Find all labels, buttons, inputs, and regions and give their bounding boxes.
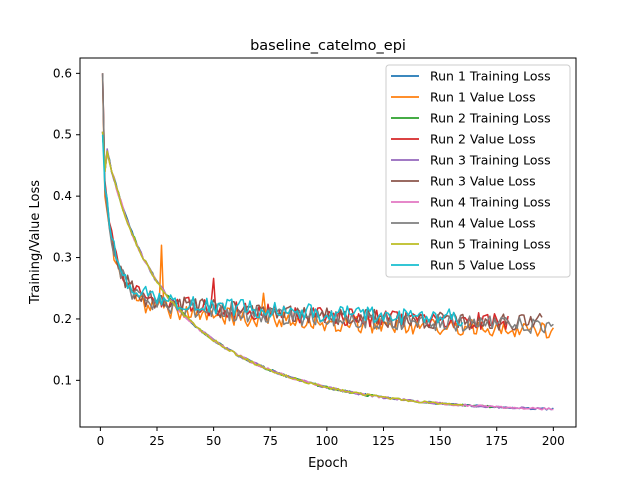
x-tick-label: 25: [149, 434, 164, 448]
x-tick-label: 50: [206, 434, 221, 448]
series-line-10: [101, 134, 464, 327]
plot-frame: [79, 57, 577, 428]
legend-label: Run 5 Value Loss: [430, 258, 536, 273]
x-tick-label: 175: [485, 434, 508, 448]
legend-label: Run 5 Training Loss: [430, 237, 551, 252]
legend-label: Run 4 Value Loss: [430, 216, 536, 231]
chart-title: baseline_catelmo_epi: [250, 38, 406, 54]
legend-label: Run 3 Training Loss: [430, 153, 551, 168]
y-tick-label: 0.3: [53, 251, 72, 265]
y-tick-label: 0.4: [53, 189, 72, 203]
y-axis-label: Training/Value Loss: [28, 180, 43, 305]
y-tick-label: 0.6: [53, 66, 72, 80]
legend-label: Run 2 Value Loss: [430, 132, 536, 147]
x-axis: 0 25 50 75 100 125 150 175 200: [97, 427, 565, 448]
x-tick-label: 100: [315, 434, 338, 448]
series-line-8: [101, 73, 554, 334]
x-tick-label: 200: [542, 434, 565, 448]
y-tick-label: 0.1: [53, 373, 72, 387]
y-axis: 0.1 0.2 0.3 0.4 0.5 0.6: [53, 66, 80, 387]
series-line-2: [101, 79, 555, 339]
legend-label: Run 4 Training Loss: [430, 195, 551, 210]
y-tick-label: 0.2: [53, 312, 72, 326]
series-line-9: [101, 131, 464, 407]
legend-label: Run 2 Training Loss: [430, 111, 551, 126]
x-axis-label: Epoch: [308, 456, 348, 471]
legend-label: Run 1 Training Loss: [430, 69, 551, 84]
legend-label: Run 3 Value Loss: [430, 174, 536, 189]
y-tick-label: 0.5: [53, 128, 72, 142]
x-tick-label: 150: [429, 434, 452, 448]
x-tick-label: 125: [372, 434, 395, 448]
series-layer: [101, 73, 555, 411]
legend-box: [385, 64, 571, 278]
x-tick-label: 0: [97, 434, 105, 448]
legend: Run 1 Training Loss Run 1 Value Loss Run 2…: [385, 64, 571, 278]
legend-label: Run 1 Value Loss: [430, 90, 536, 105]
x-tick-label: 75: [263, 434, 278, 448]
